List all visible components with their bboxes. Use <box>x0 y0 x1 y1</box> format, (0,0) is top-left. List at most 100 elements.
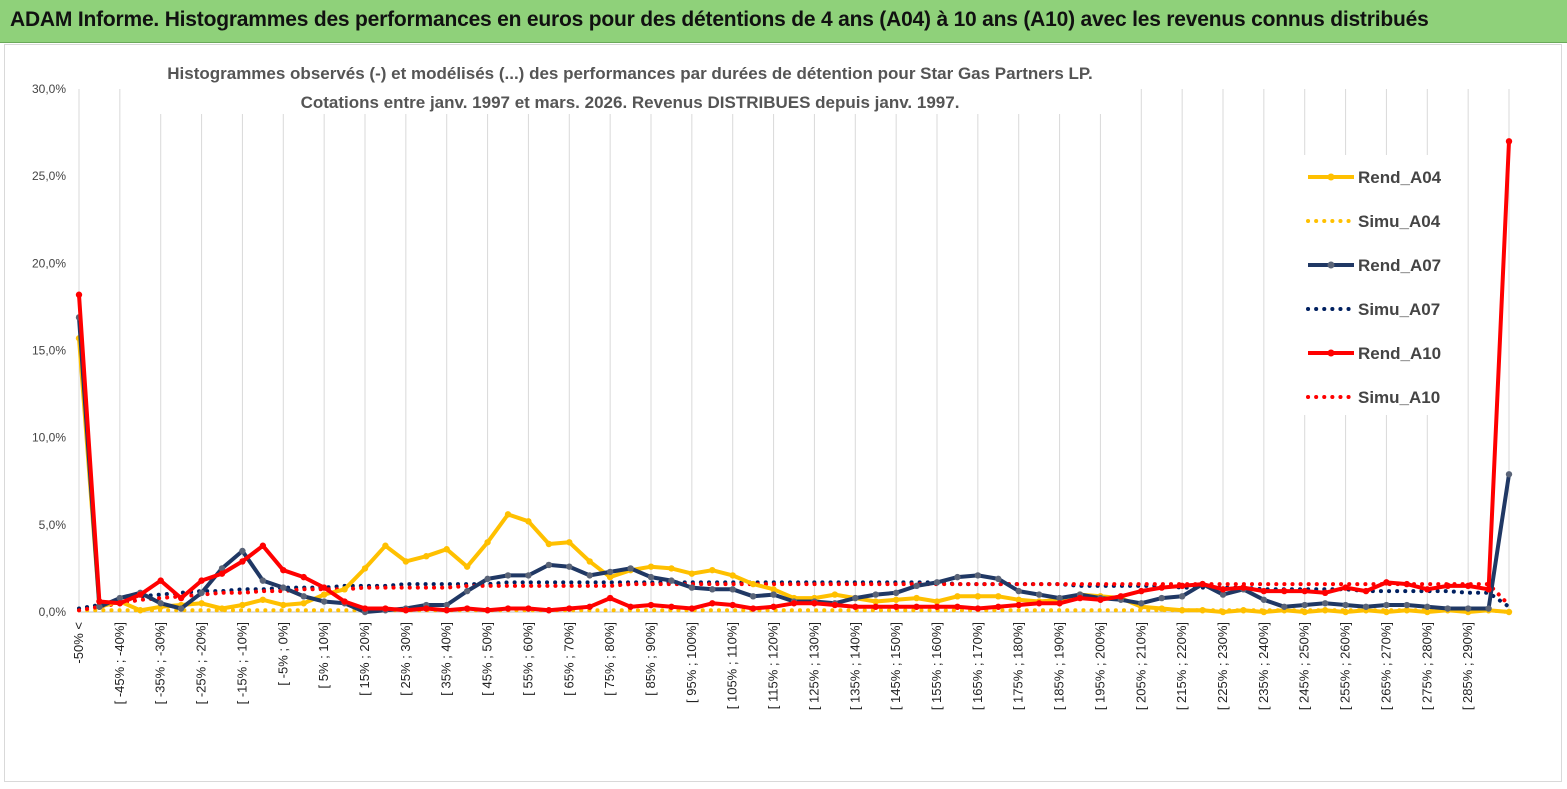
data-point <box>341 586 348 593</box>
data-point <box>1301 608 1308 616</box>
data-point <box>933 579 941 586</box>
data-point <box>606 573 614 581</box>
data-point <box>586 603 593 610</box>
data-point <box>504 572 512 579</box>
data-point <box>1321 589 1329 597</box>
legend-label: Rend_A07 <box>1358 256 1441 275</box>
chart-title-background <box>153 58 1123 114</box>
data-point <box>770 591 777 598</box>
x-tick-label: [ 145% ; 150%] <box>888 622 903 710</box>
data-point <box>1383 601 1390 609</box>
data-point <box>259 542 267 549</box>
data-point <box>668 577 675 584</box>
x-tick-label: [ -45% ; -40%] <box>112 622 127 704</box>
data-point <box>1015 587 1022 595</box>
data-point <box>1138 600 1145 607</box>
data-point <box>239 547 246 555</box>
data-point <box>1117 593 1125 600</box>
x-tick-label: [ 75% ; 80%] <box>602 622 617 696</box>
data-point <box>75 291 83 298</box>
data-point <box>770 603 777 610</box>
x-tick-label: [ 45% ; 50%] <box>480 622 495 696</box>
x-tick-label: [ 25% ; 30%] <box>398 622 413 696</box>
data-point <box>1424 603 1431 610</box>
data-point <box>1464 605 1472 612</box>
data-point <box>300 573 307 581</box>
series-line-rend-a10 <box>77 141 1511 613</box>
data-point <box>1505 608 1513 616</box>
x-tick-label: [ 35% ; 40%] <box>439 622 454 696</box>
x-tick-label: [ 265% ; 270%] <box>1378 622 1393 710</box>
data-point <box>259 596 267 603</box>
data-point <box>1158 594 1165 602</box>
data-point <box>504 511 512 518</box>
data-point <box>709 586 716 593</box>
x-tick-label: [ 225% ; 230%] <box>1215 622 1230 710</box>
data-point <box>1403 607 1411 614</box>
legend: Rend_A04 Simu_A04 Rend_A07 Simu_A07 Rend_A10… <box>1296 155 1456 415</box>
data-point <box>423 605 430 612</box>
series-line-rend-a07 <box>77 317 1511 614</box>
data-point <box>709 566 716 574</box>
data-point <box>320 584 328 591</box>
data-point <box>566 539 573 546</box>
data-point <box>218 565 226 572</box>
data-point <box>647 573 655 581</box>
data-point <box>157 577 164 584</box>
data-point <box>1281 603 1288 610</box>
legend-item: Simu_A10 <box>1306 388 1440 407</box>
data-point <box>811 600 818 607</box>
data-point <box>566 563 573 570</box>
data-point <box>361 565 369 572</box>
y-tick-label: 25,0% <box>32 169 66 183</box>
data-point <box>1424 586 1431 593</box>
y-tick-label: 0,0% <box>39 605 67 619</box>
data-point <box>1015 601 1022 609</box>
data-point <box>954 573 961 581</box>
legend-label: Simu_A04 <box>1358 212 1441 231</box>
data-point <box>913 603 920 610</box>
legend-item: Rend_A10 <box>1308 344 1441 363</box>
data-point <box>1097 596 1104 603</box>
data-point <box>1219 591 1227 598</box>
data-point <box>974 572 982 579</box>
data-point <box>1383 579 1390 586</box>
legend-item: Rend_A04 <box>1308 168 1442 187</box>
data-point <box>852 603 859 610</box>
x-tick-label: [ 275% ; 280%] <box>1419 622 1434 710</box>
chart-title: Histogrammes observés (-) et modélisés (… <box>167 64 1093 83</box>
data-point <box>647 601 655 609</box>
data-point <box>749 605 757 612</box>
data-point <box>995 593 1002 600</box>
data-point <box>239 558 246 565</box>
data-point <box>647 563 655 570</box>
data-point <box>1342 601 1349 609</box>
x-tick-label: [ -15% ; -10%] <box>234 622 249 704</box>
data-point <box>280 601 287 609</box>
data-point <box>1178 593 1186 600</box>
data-point <box>545 561 553 569</box>
y-tick-label: 30,0% <box>32 82 66 96</box>
data-point <box>1158 605 1165 612</box>
data-point <box>137 591 144 598</box>
data-point <box>443 601 450 609</box>
x-axis-ticks: -50% < [ -45% ; -40%] [ -35% ; -30%] [ -25%… <box>71 622 1475 710</box>
data-point <box>1240 607 1247 614</box>
data-point <box>831 591 839 598</box>
data-point <box>1219 586 1227 593</box>
data-point <box>525 518 532 525</box>
legend-marker <box>1327 349 1335 357</box>
y-tick-label: 5,0% <box>39 518 67 532</box>
x-tick-label: [ 175% ; 180%] <box>1011 622 1026 710</box>
data-point <box>1281 587 1288 595</box>
data-point <box>1403 601 1411 609</box>
data-point <box>831 601 839 609</box>
data-point <box>1015 596 1022 603</box>
data-point <box>361 605 369 612</box>
x-tick-label: [ 165% ; 170%] <box>970 622 985 710</box>
data-point <box>1505 471 1513 478</box>
data-point <box>729 601 736 609</box>
legend-item: Rend_A07 <box>1308 256 1441 275</box>
data-point <box>1464 582 1472 590</box>
y-axis-ticks: 0,0% 5,0% 10,0% 15,0% 20,0% 25,0% 30,0% <box>32 82 66 619</box>
